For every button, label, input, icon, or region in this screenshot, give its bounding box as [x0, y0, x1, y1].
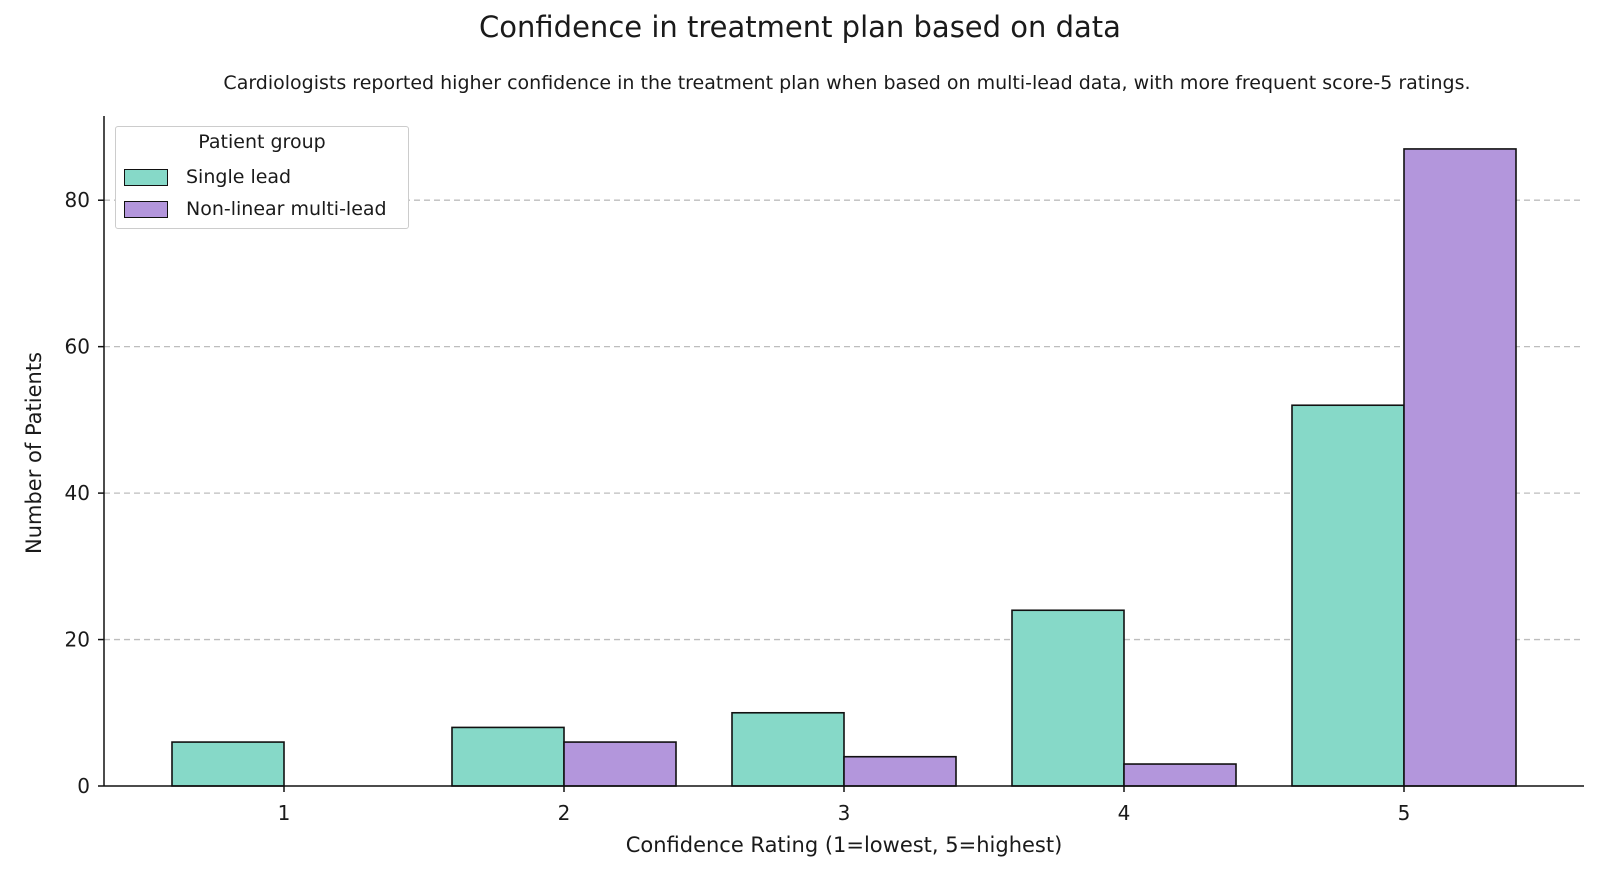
x-ticks: 1 2 3 4 5	[278, 786, 1411, 825]
x-tick-label: 4	[1118, 801, 1131, 825]
x-tick-label: 3	[838, 801, 851, 825]
x-tick-label: 1	[278, 801, 291, 825]
x-tick-label: 2	[558, 801, 571, 825]
y-tick-label: 80	[65, 188, 90, 212]
bar-single-lead-5	[1291, 404, 1405, 787]
legend-title: Patient group	[198, 131, 326, 153]
x-axis-label: Confidence Rating (1=lowest, 5=highest)	[626, 833, 1063, 857]
bar-multi-lead-5	[1403, 148, 1517, 787]
legend-swatch-multi-lead	[124, 200, 168, 218]
y-ticks: 0 20 40 60 80	[65, 188, 104, 798]
y-axis-label: Number of Patients	[22, 352, 46, 554]
y-tick-label: 40	[65, 481, 90, 505]
bar-multi-lead-4	[1123, 763, 1237, 787]
legend-label-multi-lead: Non-linear multi-lead	[186, 198, 387, 220]
bar-multi-lead-3	[843, 755, 957, 787]
legend-item-multi-lead: Non-linear multi-lead	[124, 197, 387, 221]
legend-swatch-single-lead	[124, 168, 168, 186]
y-tick-label: 60	[65, 335, 90, 359]
legend-label-single-lead: Single lead	[186, 166, 292, 188]
x-tick-label: 5	[1398, 801, 1411, 825]
bar-single-lead-2	[451, 726, 565, 787]
bar-multi-lead-2	[563, 741, 677, 787]
y-tick-label: 0	[77, 774, 90, 798]
legend: Patient group Single lead Non-linear mul…	[115, 126, 409, 229]
chart-title: Confidence in treatment plan based on da…	[479, 10, 1121, 44]
bars	[171, 148, 1517, 787]
chart-subtitle: Cardiologists reported higher confidence…	[223, 72, 1471, 94]
bar-single-lead-4	[1011, 609, 1125, 787]
y-tick-label: 20	[65, 628, 90, 652]
bar-single-lead-3	[731, 711, 845, 787]
bar-single-lead-1	[171, 741, 285, 787]
legend-item-single-lead: Single lead	[124, 165, 291, 189]
